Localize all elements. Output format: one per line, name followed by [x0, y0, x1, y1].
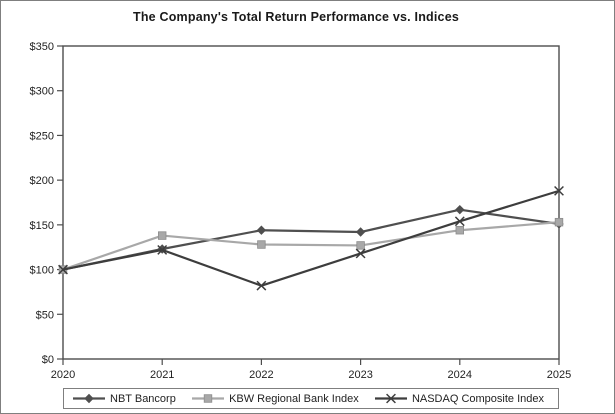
square-marker-icon [257, 240, 266, 249]
square-marker-icon [192, 394, 225, 403]
x-marker-icon [58, 264, 68, 275]
diamond-marker-icon [355, 227, 366, 237]
chart-legend: NBT Bancorp KBW Regional Bank Index NASD… [63, 388, 559, 409]
square-marker-icon [554, 217, 564, 227]
x-tick-label: 2020 [51, 369, 75, 381]
x-tick-label: 2023 [348, 369, 372, 381]
diamond-marker-icon [455, 204, 465, 215]
chart-title: The Company's Total Return Performance v… [132, 10, 459, 24]
y-tick-label: $0 [42, 354, 54, 366]
diamond-marker-icon [73, 393, 105, 404]
y-tick-label: $50 [36, 309, 54, 321]
x-marker-icon [454, 216, 465, 227]
y-tick-label: $200 [30, 175, 54, 187]
x-tick-label: 2024 [448, 369, 472, 381]
series-line-kbw-regional-bank-index [62, 221, 560, 271]
y-tick-label: $250 [30, 130, 54, 142]
x-marker-icon [157, 244, 168, 255]
legend-entry-nbt-bancorp: NBT Bancorp [72, 393, 176, 405]
y-tick-label: $100 [30, 265, 54, 277]
x-tick-label: 2021 [150, 369, 174, 381]
square-marker-icon [356, 241, 365, 250]
square-marker-icon [203, 394, 213, 403]
plot-border [62, 45, 560, 360]
diamond-marker-icon [84, 393, 94, 404]
legend-label: NASDAQ Composite Index [411, 392, 544, 405]
x-marker-icon [374, 393, 407, 404]
square-marker-icon [455, 226, 464, 235]
x-tick-label: 2025 [547, 369, 571, 381]
y-tick-label: $300 [30, 86, 54, 98]
x-marker-icon [554, 185, 564, 196]
x-marker-icon [256, 280, 267, 291]
legend-entry-nasdaq-composite-index: NASDAQ Composite Index [374, 393, 544, 405]
legend-label: KBW Regional Bank Index [229, 392, 359, 405]
y-tick-label: $350 [30, 41, 54, 53]
x-marker-icon [386, 393, 396, 404]
x-tick-label: 2022 [249, 369, 273, 381]
series-line-nbt-bancorp [62, 208, 560, 271]
series-line-nasdaq-composite-index [62, 189, 560, 287]
legend-entry-kbw-regional-bank-index: KBW Regional Bank Index [191, 393, 359, 405]
diamond-marker-icon [256, 225, 267, 235]
square-marker-icon [157, 231, 167, 240]
x-marker-icon [355, 248, 366, 259]
legend-label: NBT Bancorp [110, 392, 176, 405]
y-tick-label: $150 [30, 220, 54, 232]
